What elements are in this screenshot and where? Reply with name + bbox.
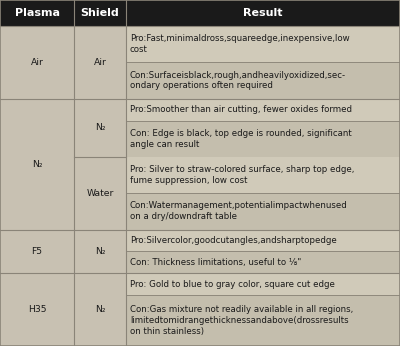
- Bar: [0, 273, 74, 346]
- Text: Con: Thickness limitations, useful to ⅛": Con: Thickness limitations, useful to ⅛": [130, 258, 301, 267]
- Bar: [126, 157, 400, 193]
- Text: H35: H35: [28, 305, 46, 314]
- Text: Air: Air: [94, 58, 106, 67]
- Text: Con:Gas mixture not readily available in all regions,
limitedtomidrangethickness: Con:Gas mixture not readily available in…: [130, 306, 353, 336]
- Text: Con:Watermanagement,potentialimpactwhenused
on a dry/downdraft table: Con:Watermanagement,potentialimpactwhenu…: [130, 201, 348, 221]
- Bar: [126, 99, 400, 120]
- Text: Air: Air: [30, 58, 44, 67]
- Bar: [74, 99, 126, 157]
- Bar: [0, 99, 74, 229]
- Text: N₂: N₂: [95, 305, 105, 314]
- Bar: [74, 26, 126, 99]
- Text: Pro: Silver to straw-colored surface, sharp top edge,
fume suppression, low cost: Pro: Silver to straw-colored surface, sh…: [130, 165, 354, 185]
- Bar: [126, 62, 400, 99]
- Text: Water: Water: [86, 189, 114, 198]
- Text: Con:Surfaceisblack,rough,andheavilyoxidized,sec-
ondary operations often require: Con:Surfaceisblack,rough,andheavilyoxidi…: [130, 71, 346, 90]
- Bar: [126, 193, 400, 229]
- Bar: [74, 157, 126, 229]
- Bar: [126, 229, 400, 252]
- Text: Pro: Gold to blue to gray color, square cut edge: Pro: Gold to blue to gray color, square …: [130, 280, 335, 289]
- Text: Pro:Silvercolor,goodcutangles,andsharptopedge: Pro:Silvercolor,goodcutangles,andsharpto…: [130, 236, 337, 245]
- Text: N₂: N₂: [95, 123, 105, 132]
- Text: Result: Result: [243, 8, 283, 18]
- Text: Pro:Fast,minimaldross,squareedge,inexpensive,low
cost: Pro:Fast,minimaldross,squareedge,inexpen…: [130, 34, 350, 54]
- Text: N₂: N₂: [95, 247, 105, 256]
- Text: Pro:Smoother than air cutting, fewer oxides formed: Pro:Smoother than air cutting, fewer oxi…: [130, 105, 352, 114]
- Bar: [126, 295, 400, 346]
- Bar: [126, 273, 400, 295]
- Bar: [0, 229, 74, 273]
- Text: Con: Edge is black, top edge is rounded, significant
angle can result: Con: Edge is black, top edge is rounded,…: [130, 129, 352, 148]
- Text: Shield: Shield: [81, 8, 119, 18]
- Bar: [74, 229, 126, 273]
- Text: Plasma: Plasma: [14, 8, 60, 18]
- Bar: [0, 26, 74, 99]
- Bar: [0, 0, 400, 26]
- Bar: [126, 120, 400, 157]
- Bar: [74, 273, 126, 346]
- Bar: [126, 26, 400, 62]
- Bar: [126, 252, 400, 273]
- Text: F5: F5: [32, 247, 42, 256]
- Text: N₂: N₂: [32, 160, 42, 169]
